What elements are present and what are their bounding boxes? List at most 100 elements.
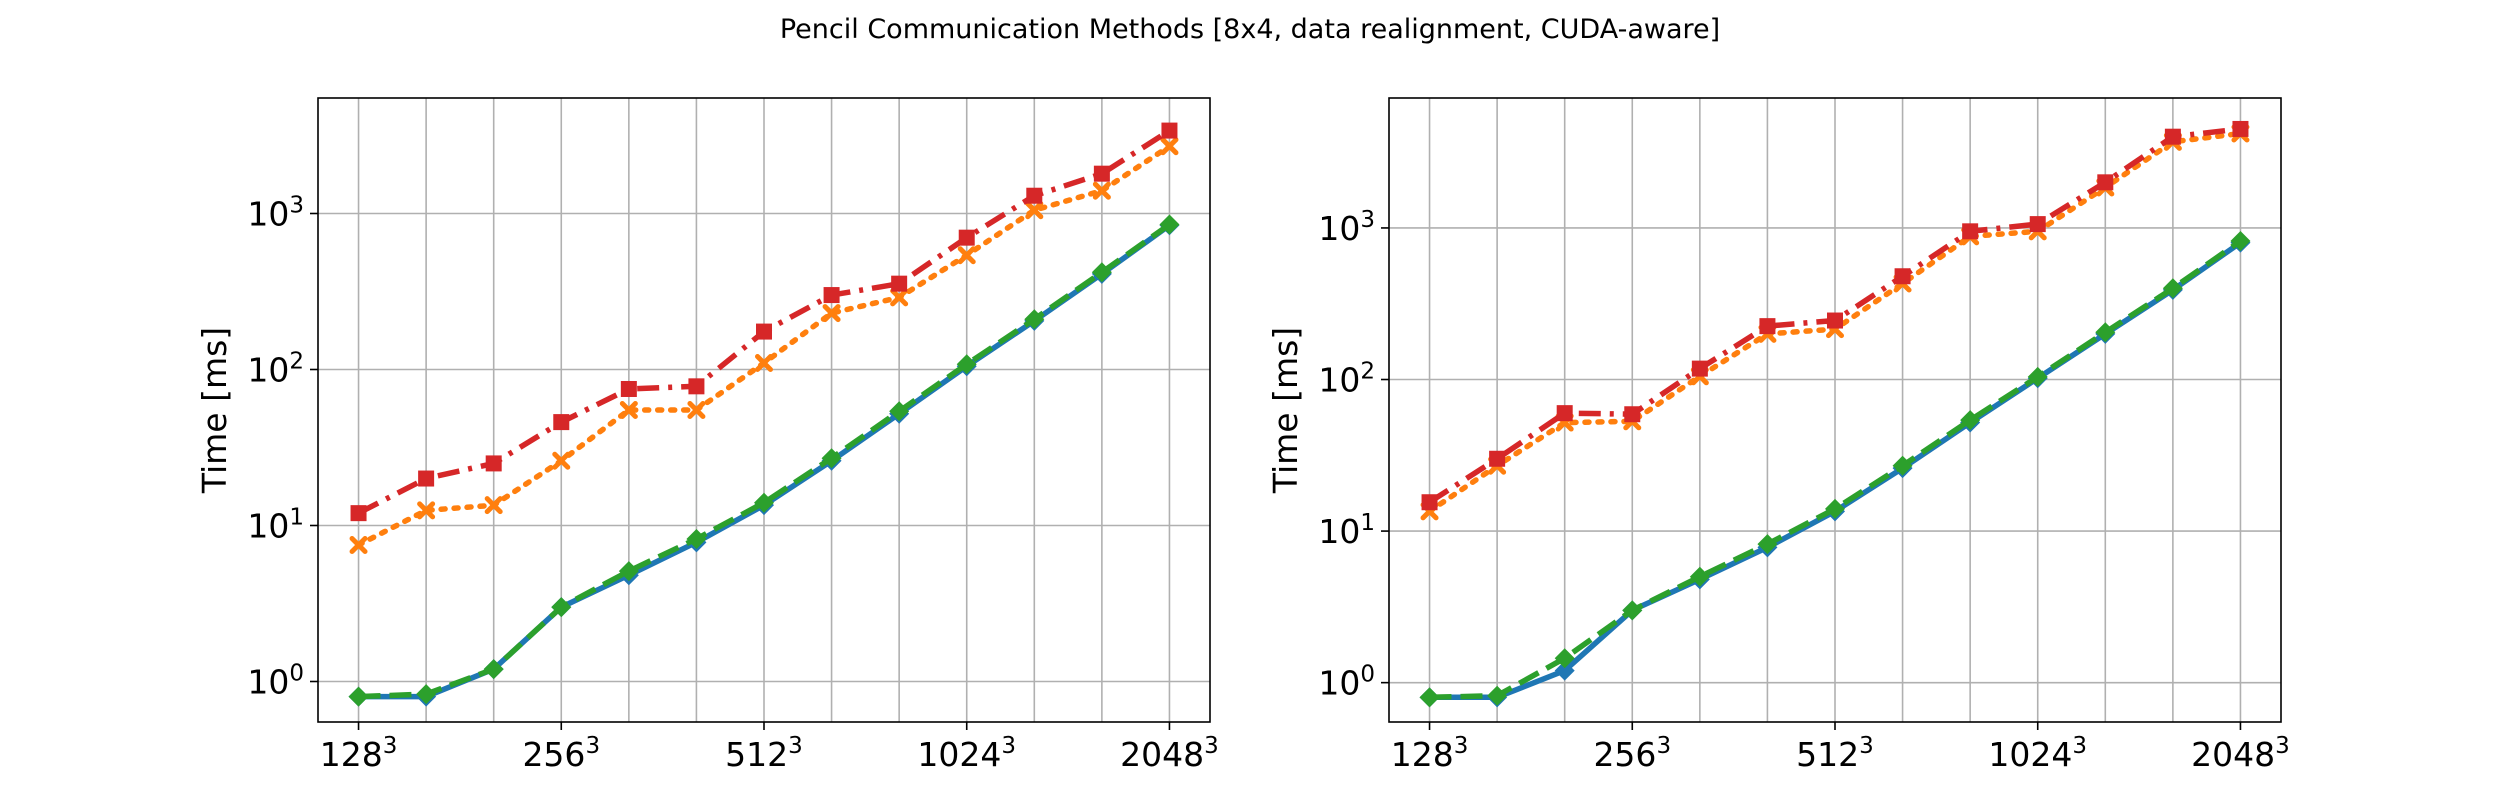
y-tick-label-exponent: 2 [289,348,304,374]
x-tick-label-base: 2048 [2191,735,2275,774]
data-point [552,451,571,470]
x-tick-label-base: 2048 [1120,735,1204,774]
data-point [756,323,772,340]
data-point [1689,566,1710,587]
data-point [2027,366,2048,387]
data-point [1161,122,1178,139]
y-tick-label-exponent: 0 [1360,662,1375,688]
series-group [348,122,1180,707]
data-point [891,275,908,292]
y-tick-label-base: 10 [247,350,289,389]
x-tick-label: 20483 [1120,733,1219,774]
data-point [1960,410,1981,431]
y-tick-label: 101 [1318,510,1375,551]
data-point [619,401,638,419]
x-tick-label-exponent: 3 [1204,733,1219,759]
x-tick-label-exponent: 3 [2072,733,2087,759]
grid [1389,98,2281,722]
data-point [1554,648,1575,669]
data-point [958,229,975,246]
x-tick-label-exponent: 3 [1859,733,1874,759]
data-point [1159,214,1180,235]
x-tick-label-exponent: 3 [1001,733,1016,759]
y-tick-label-base: 10 [1318,361,1360,400]
data-point [1892,455,1913,476]
x-tick-label-base: 256 [1593,735,1656,774]
y-tick-label-exponent: 0 [289,660,304,686]
data-point [821,448,842,469]
y-axis-label: Time [ms] [195,327,234,494]
y-tick-label-base: 10 [247,662,289,701]
x-tick-label-base: 512 [1796,735,1859,774]
x-axis: 1283 2563 5123 10243 20483 [1391,722,2290,774]
data-point [1757,534,1778,555]
series-group [1419,120,2251,708]
data-point [687,401,706,419]
data-point [350,505,367,522]
data-point [755,354,773,373]
data-point [483,659,504,680]
data-point [686,528,707,549]
x-tick-label-base: 128 [1391,735,1454,774]
data-point [417,501,436,520]
y-tick-label: 101 [247,504,304,545]
data-point [1691,360,1708,377]
data-point [485,455,502,472]
y-tick-label-base: 10 [1318,512,1360,551]
data-point [2097,174,2114,191]
data-point [349,535,368,554]
x-tick-label-base: 1024 [1988,735,2072,774]
data-point [2230,231,2251,252]
y-tick-label-exponent: 2 [1360,359,1375,385]
data-point [1026,187,1043,204]
data-point [1024,309,1045,330]
data-point [1759,318,1776,335]
y-tick-label: 102 [1318,359,1375,400]
y-tick-label-base: 10 [247,194,289,233]
y-tick-label-exponent: 3 [289,192,304,218]
data-point [1092,181,1111,200]
x-tick-label: 5123 [725,733,803,774]
data-point [1421,494,1438,511]
data-point [956,354,977,375]
y-tick-label-base: 10 [247,506,289,545]
data-point [1489,450,1506,467]
y-tick-label: 100 [1318,662,1375,703]
grid [318,98,1210,722]
series-green [348,214,1180,707]
data-point [822,304,841,323]
data-point [957,246,976,265]
data-point [1091,262,1112,283]
y-tick-label: 103 [247,192,304,233]
data-point [2164,128,2181,145]
data-point [1554,660,1575,681]
x-tick-label-exponent: 3 [788,733,803,759]
series-orange [349,137,1179,554]
data-point [2029,216,2046,233]
x-tick-label-base: 128 [320,735,383,774]
x-tick-label: 5123 [1796,733,1874,774]
x-tick-label-exponent: 3 [383,733,398,759]
data-point [2095,322,2116,343]
x-tick-label: 2563 [1593,733,1671,774]
data-point [1093,165,1110,182]
series-green [1419,231,2251,708]
data-point [889,401,910,422]
data-point [1487,685,1508,706]
data-point [890,288,909,307]
x-tick-label-exponent: 3 [1454,733,1469,759]
x-axis: 1283 2563 5123 10243 20483 [320,722,1219,774]
y-tick-label: 100 [247,660,304,701]
y-tick-label-base: 10 [1318,209,1360,248]
data-point [1894,268,1911,285]
y-tick-label: 102 [247,348,304,389]
x-tick-label: 1283 [1391,733,1469,774]
data-point [553,414,570,431]
data-point [416,684,437,705]
y-tick-label-exponent: 1 [1360,510,1375,536]
